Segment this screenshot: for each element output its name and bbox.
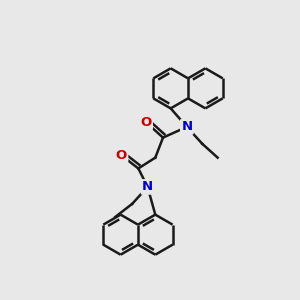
Text: N: N [142,180,153,194]
Text: N: N [181,120,192,134]
Text: O: O [116,149,127,162]
Text: O: O [140,116,152,129]
